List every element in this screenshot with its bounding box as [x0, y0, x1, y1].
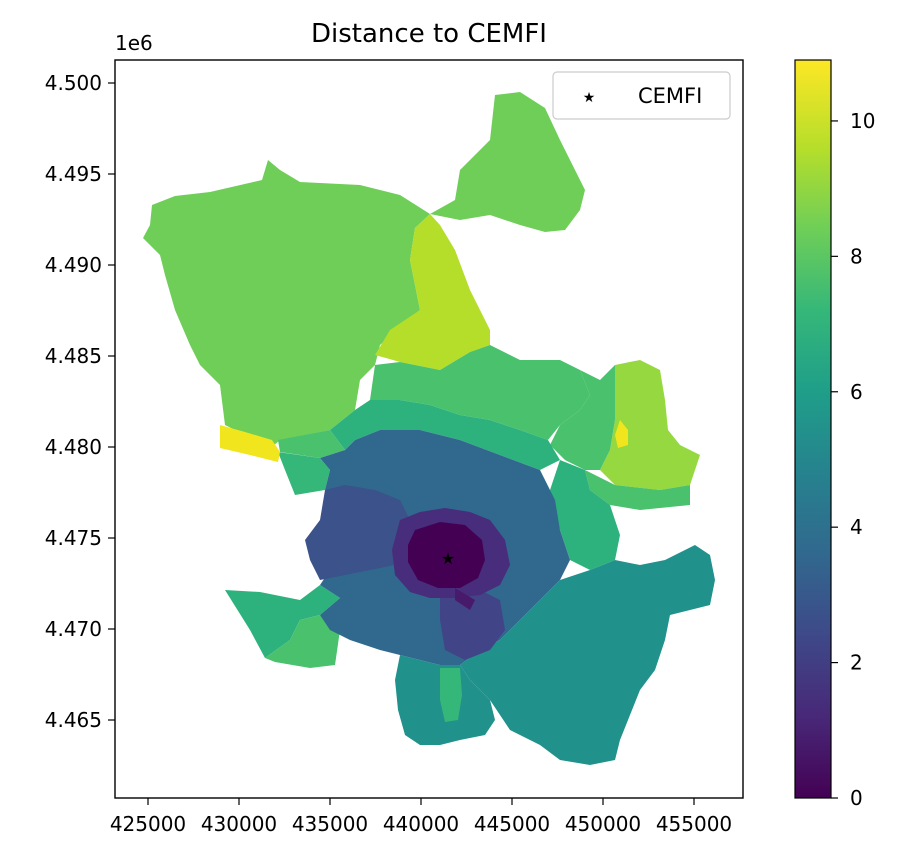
x-tick-label: 445000 [474, 812, 550, 836]
cemfi-marker: ★ [441, 549, 455, 568]
colorbar-tick-label: 8 [850, 244, 863, 268]
region-east-south [585, 470, 690, 510]
region-north-strip [375, 214, 490, 370]
region-south-west [225, 585, 340, 658]
legend: ★ CEMFI [552, 71, 731, 120]
region-north-east-arm [430, 92, 585, 232]
y-offset-label: 1e6 [115, 31, 153, 55]
region-west-strip [278, 430, 345, 458]
x-tick-label: 435000 [292, 812, 368, 836]
region-west-lower [278, 452, 330, 495]
x-tick-label: 425000 [110, 812, 186, 836]
region-south-east [460, 545, 715, 765]
colorbar-tick-label: 10 [850, 109, 875, 133]
region-center-extra [455, 588, 475, 610]
colorbar-tick-label: 6 [850, 380, 863, 404]
region-south-west-green [265, 615, 340, 668]
region-north-ring [330, 400, 560, 470]
region-west-tip [220, 425, 280, 462]
x-tick-label: 450000 [565, 812, 641, 836]
y-tick-label: 4.475 [45, 526, 102, 550]
legend-box [552, 71, 731, 120]
x-tick-label: 430000 [201, 812, 277, 836]
map-title: Distance to CEMFI [311, 19, 547, 49]
region-north-band [370, 345, 590, 440]
legend-label: CEMFI [638, 84, 702, 108]
x-tick-label: 455000 [656, 812, 732, 836]
axes-frame [114, 59, 744, 799]
colorbar-tick-label: 0 [850, 786, 863, 810]
y-tick-label: 4.485 [45, 344, 102, 368]
y-tick-label: 4.480 [45, 435, 102, 459]
map-regions [143, 92, 715, 765]
y-tick-label: 4.490 [45, 253, 102, 277]
region-east [600, 360, 700, 490]
region-east-sliver [615, 420, 628, 448]
region-east-teal [550, 460, 620, 570]
region-center [408, 522, 485, 588]
region-south-pocket [440, 668, 462, 722]
legend-marker-icon: ★ [583, 90, 596, 106]
region-north-west [143, 160, 430, 447]
region-east-band [550, 365, 615, 470]
x-tick-label: 440000 [383, 812, 459, 836]
y-tick-label: 4.500 [45, 71, 102, 95]
y-tick-label: 4.470 [45, 617, 102, 641]
x-axis: 425000 430000 435000 440000 445000 450000 4550… [110, 798, 732, 836]
region-west-purple [305, 485, 410, 580]
y-tick-label: 4.465 [45, 708, 102, 732]
colorbar-tick-label: 4 [850, 515, 863, 539]
y-axis: 4.465 4.470 4.475 4.480 4.485 4.490 4.495 4.500 [45, 71, 115, 732]
colorbar-tick-label: 2 [850, 651, 863, 675]
y-tick-label: 4.495 [45, 162, 102, 186]
colorbar-ticks: 0 2 4 6 8 10 [831, 109, 875, 810]
colorbar-gradient [794, 59, 832, 799]
colorbar: 0 2 4 6 8 10 [794, 59, 875, 810]
